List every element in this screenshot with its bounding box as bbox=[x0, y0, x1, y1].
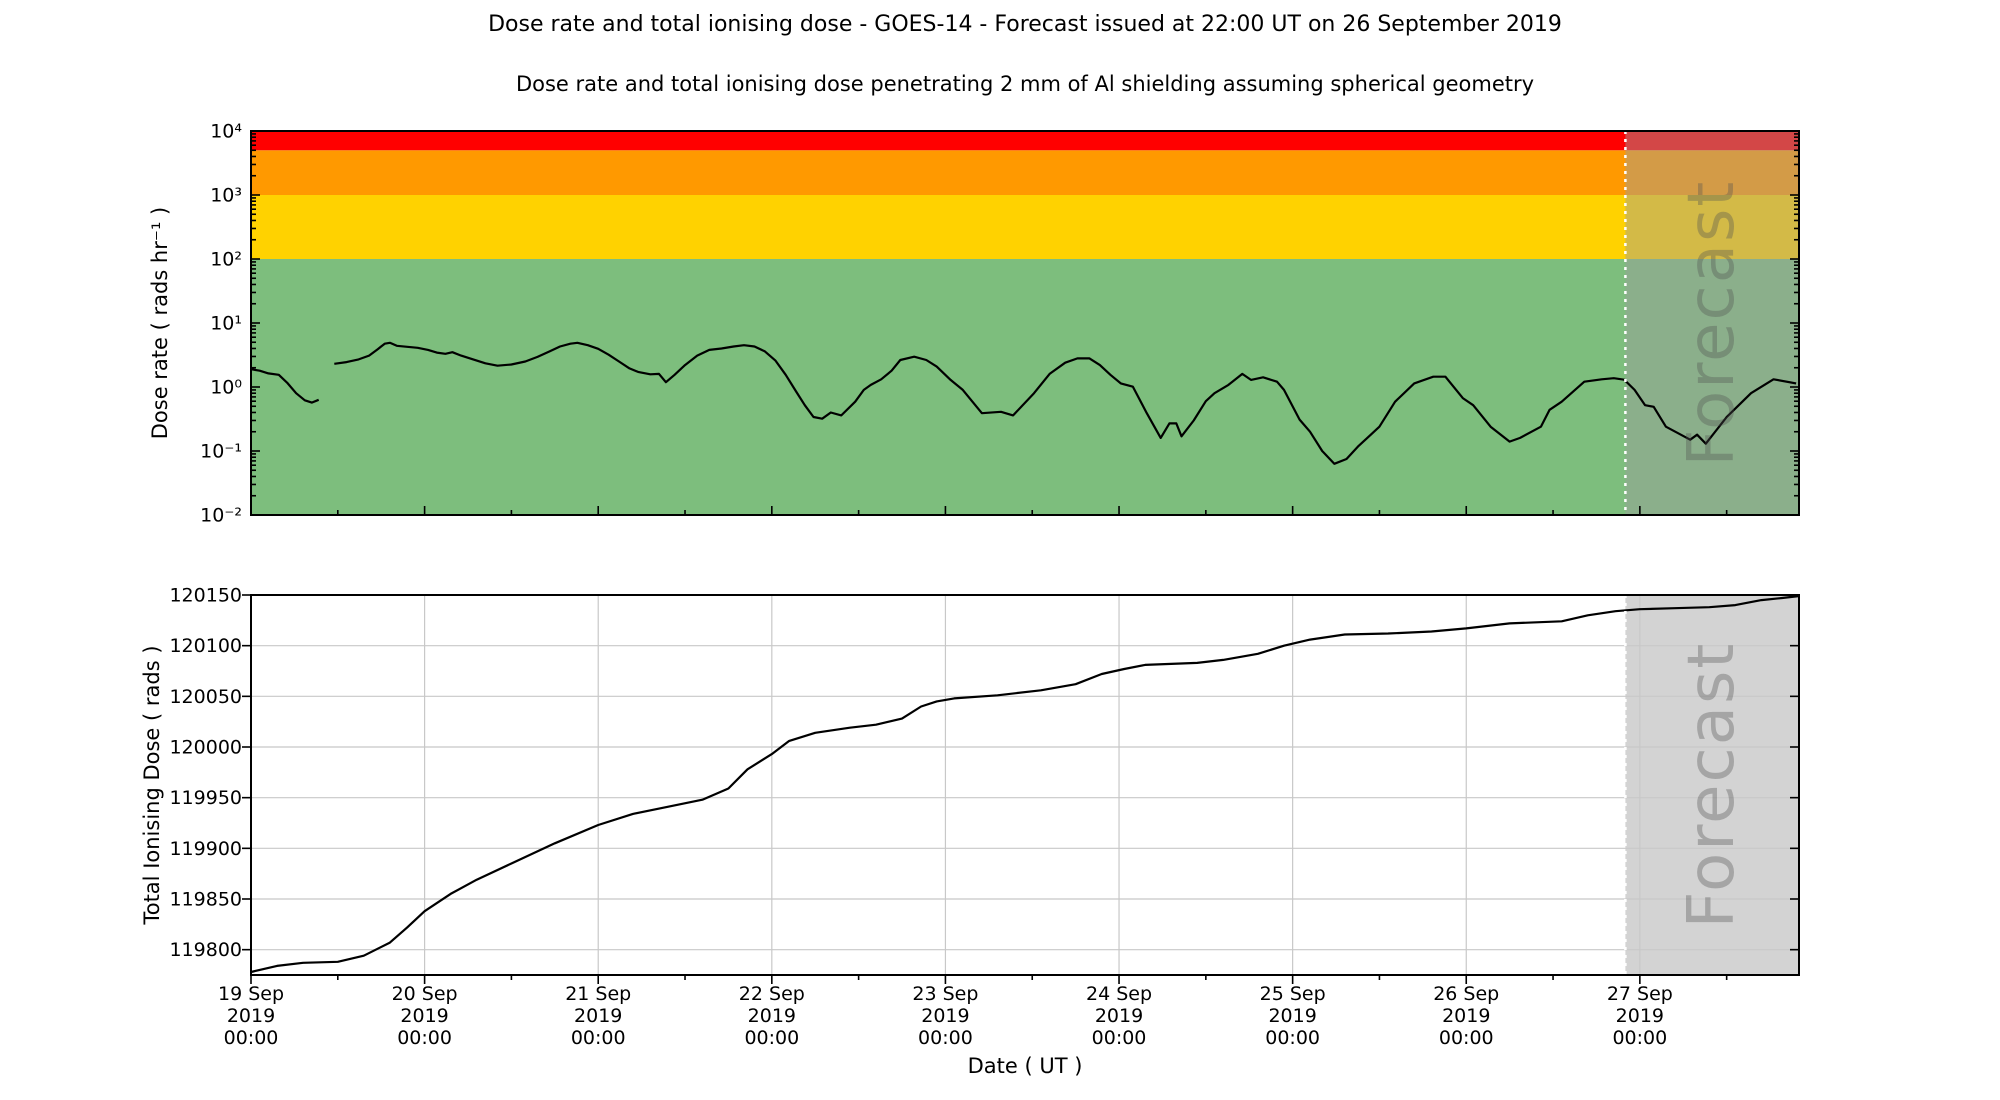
y-tick-label: 10³ bbox=[210, 185, 242, 207]
threshold-bands bbox=[251, 131, 1799, 515]
x-tick-label: 2019 bbox=[1268, 1005, 1316, 1027]
x-tick-label: 23 Sep bbox=[912, 983, 978, 1005]
forecast-overlay bbox=[1625, 131, 1799, 515]
x-tick-label: 2019 bbox=[921, 1005, 969, 1027]
x-tick-label: 22 Sep bbox=[739, 983, 805, 1005]
x-tick-label: 00:00 bbox=[1612, 1027, 1667, 1049]
orange-alert bbox=[251, 150, 1799, 195]
y-tick-label: 119850 bbox=[169, 889, 242, 911]
x-tick-label: 2019 bbox=[227, 1005, 275, 1027]
x-tick-label: 2019 bbox=[400, 1005, 448, 1027]
dose-rate-line bbox=[250, 341, 1797, 465]
yellow-alert bbox=[251, 195, 1799, 259]
x-tick-label: 00:00 bbox=[1092, 1027, 1147, 1049]
forecast-watermark-top: Forecast bbox=[1675, 179, 1749, 467]
y-tick-label: 10⁰ bbox=[210, 377, 242, 399]
x-tick-label: 2019 bbox=[1616, 1005, 1664, 1027]
x-tick-label: 00:00 bbox=[571, 1027, 626, 1049]
x-tick-label: 00:00 bbox=[224, 1027, 279, 1049]
x-tick-label: 26 Sep bbox=[1433, 983, 1499, 1005]
y-tick-label: 10¹ bbox=[210, 313, 242, 335]
green-nominal bbox=[251, 259, 1799, 515]
x-tick-label: 25 Sep bbox=[1260, 983, 1326, 1005]
grid bbox=[250, 594, 1799, 975]
x-tick-label: 00:00 bbox=[1439, 1027, 1494, 1049]
x-tick-label: 24 Sep bbox=[1086, 983, 1152, 1005]
dose_rate-panel: 10⁻² 10⁻¹ 10⁰ 10¹ 10² 10³ 10⁴ bbox=[200, 121, 1800, 527]
x-tick-label: 2019 bbox=[1095, 1005, 1143, 1027]
y-tick-label: 10⁻² bbox=[200, 505, 242, 527]
forecast-overlay bbox=[1625, 595, 1799, 975]
x-tick-label: 00:00 bbox=[744, 1027, 799, 1049]
axis-ticks bbox=[242, 594, 1799, 984]
y-tick-label: 10⁻¹ bbox=[200, 441, 242, 463]
total-dose-line bbox=[250, 594, 1800, 974]
y-tick-label: 119900 bbox=[169, 838, 242, 860]
x-tick-label: 19 Sep bbox=[218, 983, 284, 1005]
y-tick-label: 10² bbox=[210, 249, 242, 271]
total_dose-panel: 119800 119850 119900 119950 120000 120050 1201… bbox=[169, 585, 1800, 1049]
y-tick-label: 120050 bbox=[169, 686, 242, 708]
y-tick-labels: 10⁻² 10⁻¹ 10⁰ 10¹ 10² 10³ 10⁴ bbox=[200, 121, 242, 527]
y-tick-labels: 119800 119850 119900 119950 120000 120050 1201… bbox=[169, 585, 242, 962]
page-title: Dose rate and total ionising dose - GOES… bbox=[488, 12, 1562, 37]
axis-ticks bbox=[250, 130, 1799, 516]
red-alert bbox=[251, 131, 1799, 151]
x-tick-label: 2019 bbox=[748, 1005, 796, 1027]
y-tick-label: 120000 bbox=[169, 737, 242, 759]
x-tick-label: 27 Sep bbox=[1607, 983, 1673, 1005]
date-axis-label: Date ( UT ) bbox=[967, 1054, 1083, 1078]
x-tick-label: 00:00 bbox=[918, 1027, 973, 1049]
x-tick-label: 00:00 bbox=[397, 1027, 452, 1049]
y-tick-label: 119800 bbox=[169, 939, 242, 961]
y-tick-label: 120100 bbox=[169, 635, 242, 657]
x-tick-label: 00:00 bbox=[1265, 1027, 1320, 1049]
forecast-watermark-bottom: Forecast bbox=[1675, 641, 1749, 929]
y-tick-label: 120150 bbox=[169, 585, 242, 607]
y-tick-label: 10⁴ bbox=[210, 121, 242, 143]
x-tick-label: 2019 bbox=[574, 1005, 622, 1027]
y-tick-label: 119950 bbox=[169, 787, 242, 809]
page-subtitle: Dose rate and total ionising dose penetr… bbox=[515, 72, 1535, 96]
x-tick-label: 2019 bbox=[1442, 1005, 1490, 1027]
x-tick-label: 21 Sep bbox=[565, 983, 631, 1005]
axes-frame bbox=[250, 594, 1800, 976]
x-tick-label: 20 Sep bbox=[392, 983, 458, 1005]
